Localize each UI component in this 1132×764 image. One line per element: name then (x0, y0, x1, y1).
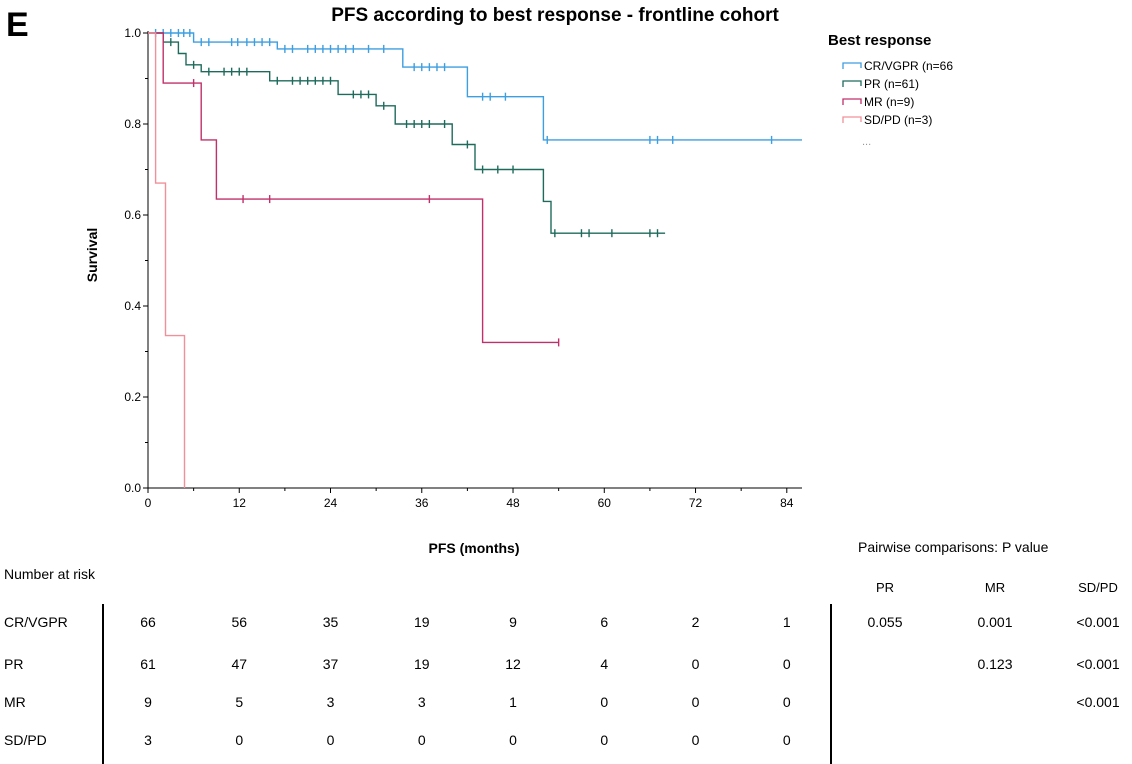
risk-cell: 56 (231, 614, 248, 630)
risk-cell: 0 (326, 732, 335, 748)
risk-cell: 1 (509, 694, 517, 710)
risk-row-label: PR (4, 656, 24, 672)
chart-title: PFS according to best response - frontli… (331, 5, 779, 26)
risk-cell: 9 (144, 694, 152, 710)
risk-table-title: Number at risk (4, 566, 96, 582)
risk-cell: 4 (600, 656, 609, 672)
risk-cell: 3 (144, 732, 152, 748)
y-tick-label: 0.2 (124, 390, 141, 404)
pairwise-cell: <0.001 (1076, 614, 1120, 630)
legend-label-pr-n-61: PR (n=61) (864, 77, 919, 91)
legend-swatch-mr-n-9 (842, 98, 862, 105)
x-tick-label: 48 (506, 496, 520, 510)
y-tick-label: 1.0 (124, 26, 141, 40)
km-curve-cr-vgpr-n-66 (148, 32, 802, 141)
km-chart: PFS according to best response - frontli… (84, 5, 953, 556)
legend-title: Best response (828, 32, 931, 49)
risk-cell: 19 (413, 614, 430, 630)
pairwise-column-header: MR (984, 580, 1006, 595)
risk-row-label: SD/PD (4, 732, 47, 748)
x-tick-label: 24 (324, 496, 338, 510)
pairwise-column-header: PR (875, 580, 895, 595)
risk-row-label: MR (4, 694, 26, 710)
risk-cell: 47 (231, 656, 248, 672)
x-axis-title: PFS (months) (429, 540, 520, 556)
risk-row-label: CR/VGPR (4, 614, 68, 630)
chart-axes: 0 12 24 36 48 60 72 84 0.0 0.2 0.4 0.6 0.8 1.0 (124, 26, 802, 510)
pairwise-divider (830, 604, 832, 764)
chart-legend: Best response CR/VGPR (n=66 PR (n=61) MR (… (828, 32, 953, 148)
pairwise-cell: 0.123 (977, 656, 1013, 672)
risk-cell: 0 (691, 656, 700, 672)
risk-cell: 37 (322, 656, 339, 672)
y-tick-label: 0.4 (124, 299, 141, 313)
panel-letter: E (6, 6, 29, 44)
pairwise-cell: 0.055 (867, 614, 903, 630)
risk-cell: 2 (691, 614, 700, 630)
km-curve-pr-n-61 (148, 32, 666, 234)
risk-cell: 3 (326, 694, 335, 710)
km-curve-mr-n-9 (148, 32, 559, 344)
y-tick-label: 0.6 (124, 208, 141, 222)
risk-cell: 19 (413, 656, 430, 672)
risk-cell: 0 (417, 732, 426, 748)
pairwise-cell: 0.001 (977, 614, 1013, 630)
legend-label-mr-n-9: MR (n=9) (864, 95, 914, 109)
risk-cell: 3 (417, 694, 426, 710)
risk-cell: 5 (235, 694, 244, 710)
risk-cell: 6 (600, 614, 609, 630)
legend-label-cr-vgpr-n-66: CR/VGPR (n=66 (864, 59, 953, 73)
legend-more: ... (862, 136, 871, 148)
risk-cell: 0 (782, 694, 791, 710)
x-tick-label: 12 (233, 496, 247, 510)
risk-cell: 0 (235, 732, 244, 748)
risk-cell: 0 (782, 656, 791, 672)
risk-cell: 0 (600, 732, 609, 748)
x-tick-label: 0 (145, 496, 152, 510)
pairwise-cell: <0.001 (1076, 694, 1120, 710)
risk-cell: 35 (322, 614, 339, 630)
risk-cell: 61 (140, 656, 156, 672)
risk-table-divider (102, 604, 104, 764)
risk-cell: 66 (140, 614, 156, 630)
risk-cell: 0 (691, 732, 700, 748)
legend-swatch-pr-n-61 (842, 80, 862, 87)
chart-curves (148, 29, 802, 488)
legend-swatch-cr-vgpr-n-66 (842, 62, 862, 69)
y-axis-title: Survival (84, 228, 100, 282)
risk-cell: 0 (691, 694, 700, 710)
risk-cell: 9 (509, 614, 517, 630)
x-tick-label: 60 (598, 496, 612, 510)
legend-swatch-sd-pd-n-3 (842, 116, 862, 123)
risk-cell: 12 (505, 656, 521, 672)
y-tick-label: 0.0 (124, 481, 141, 495)
x-tick-label: 72 (689, 496, 703, 510)
pairwise-title: Pairwise comparisons: P value (858, 539, 1049, 555)
risk-cell: 1 (782, 614, 791, 630)
risk-cell: 0 (509, 732, 517, 748)
legend-label-sd-pd-n-3: SD/PD (n=3) (864, 113, 932, 127)
pairwise-cell: <0.001 (1076, 656, 1120, 672)
pairwise-column-header: SD/PD (1078, 580, 1118, 595)
risk-cell: 0 (782, 732, 791, 748)
risk-cell: 0 (600, 694, 609, 710)
x-tick-label: 84 (780, 496, 794, 510)
y-tick-label: 0.8 (124, 117, 141, 131)
km-curve-sd-pd-n-3 (148, 32, 186, 488)
x-tick-label: 36 (415, 496, 429, 510)
